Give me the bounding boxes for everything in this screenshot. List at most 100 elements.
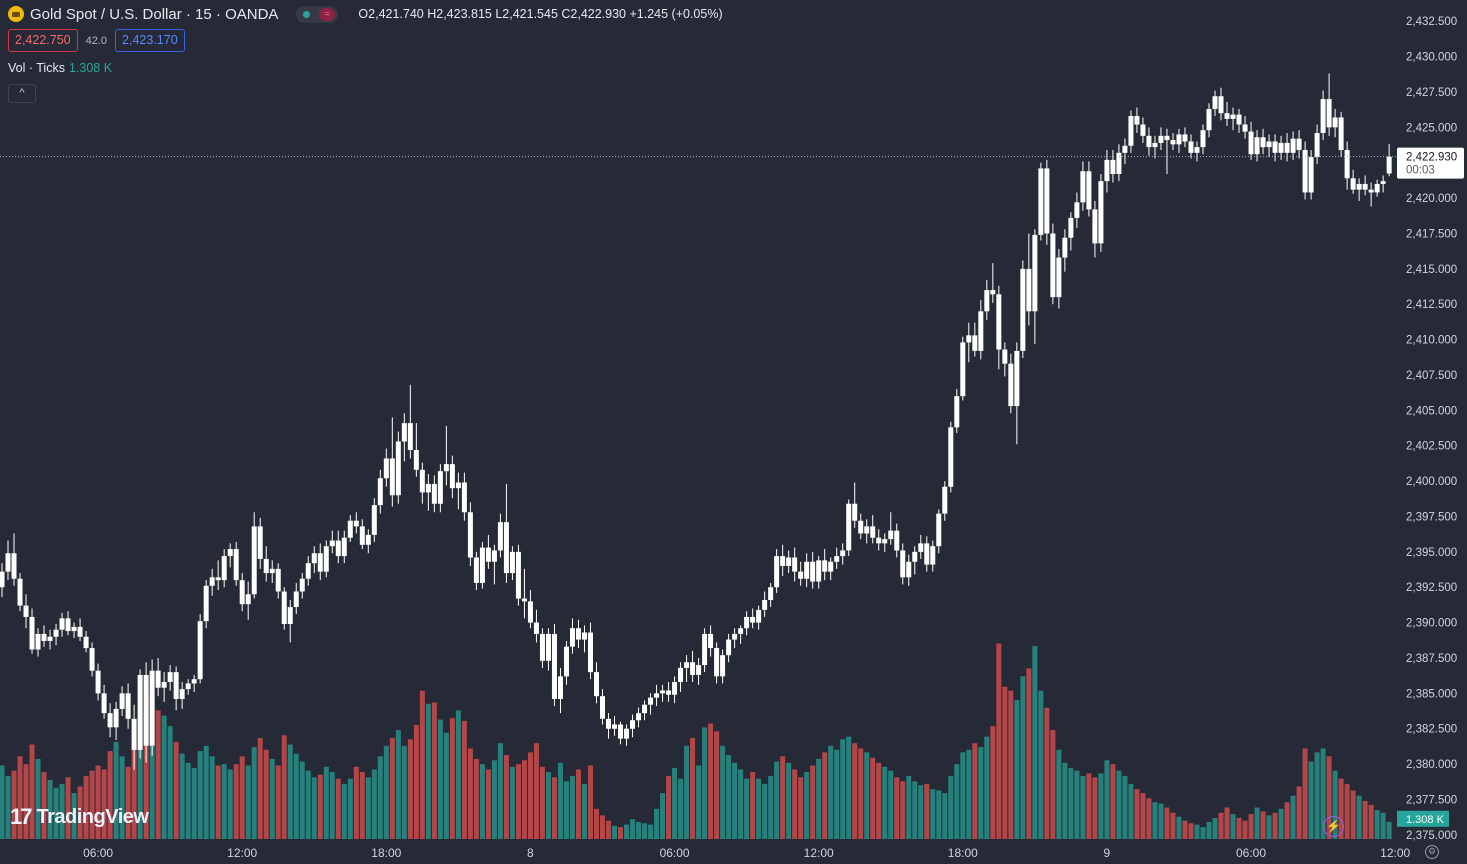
volume-bar [395,730,401,839]
volume-bar [437,719,443,839]
candle-body [822,560,828,572]
time-tick-label: 06:00 [660,846,690,860]
symbol-title[interactable]: Gold Spot / U.S. Dollar · 15 · OANDA [30,5,279,23]
volume-bar [732,762,738,840]
volume-bar [1242,820,1248,840]
candle [984,280,990,320]
volume-bar [762,783,768,840]
candle-body [503,522,509,574]
volume-bar [972,743,978,839]
volume-legend-label: Vol · Ticks [8,61,65,75]
candle [41,625,47,647]
candle [1356,178,1362,201]
volume-bar [1362,800,1368,839]
candle-body [750,616,756,623]
candle-body [557,676,563,700]
volume-bar [35,758,41,839]
volume-bar [323,766,329,839]
candle-body [846,503,852,551]
volume-bar [1146,798,1152,839]
tradingview-logo[interactable]: 17 TradingView [10,805,149,829]
volume-bar [900,781,906,839]
candle-body [816,560,822,582]
volume-bar [1080,776,1086,839]
candle-body [89,648,95,671]
candle-body [660,690,666,694]
volume-bar [563,781,569,839]
volume-bar [539,766,545,839]
candle-body [762,599,768,610]
candle [563,641,569,685]
candle-body [792,557,798,572]
candle-body [173,672,179,700]
sell-button[interactable]: 2,422.750 [8,29,78,52]
candle-body [125,693,131,719]
candle-body [1134,116,1140,125]
candle-body [365,534,371,545]
candle [1134,107,1140,134]
settings-icon[interactable]: ⚙ [1425,845,1439,859]
candle-body [774,556,780,588]
volume-bar [612,825,618,840]
volume-bar [197,751,203,839]
candle-body [882,539,888,544]
volume-bar [497,743,503,839]
candle [167,665,173,691]
price-axis[interactable]: 2,375.000 2,377.500 2,380.000 2,382.500 2,38… [1397,16,1464,842]
candle [1308,149,1314,200]
candle-body [1032,234,1038,312]
bolt-icon[interactable]: ⚡ [1323,816,1344,837]
volume-bar [1068,768,1074,840]
volume-bar [810,765,816,839]
candle-body [726,639,732,656]
candle [515,544,521,606]
volume-bar [455,710,461,840]
volume-bar [600,815,605,840]
candle-body [287,607,293,625]
volume-bar [984,736,990,840]
volume-bar [828,745,834,839]
candle-body [563,646,569,677]
candle-body [936,513,942,547]
volume-bar [750,772,756,839]
volume-bar [1218,812,1224,839]
candle [377,469,383,514]
buy-button[interactable]: 2,423.170 [115,29,185,52]
candle [936,509,942,554]
candle [1386,144,1392,177]
candle-body [1104,159,1110,182]
volume-bar [1182,820,1188,840]
last-price-value: 2,422.930 [1406,152,1457,164]
volume-legend-value: 1.308 K [68,61,113,75]
candle [227,543,233,568]
candle [660,684,666,702]
volume-bar [990,726,996,840]
candle [335,530,341,564]
volume-bar [846,736,852,840]
price-tick-label: 2,385.000 [1406,688,1457,700]
candle-body [852,503,858,521]
candle [1260,128,1266,155]
time-axis[interactable]: 06:00 12:00 18:00 8 06:00 12:00 18:00 9 06:00 12:… [83,846,1410,860]
volume-bar [533,743,539,839]
collapse-legend-button[interactable]: ^ [8,84,36,103]
candle-body [299,578,305,592]
candle-body [185,683,191,690]
candle [59,612,65,637]
volume-bar [1122,776,1128,839]
candle-body [581,632,587,640]
market-status-pill[interactable]: ≈ [296,5,339,23]
volume-bar [834,749,840,839]
candle-body [443,464,449,472]
candle [1218,87,1224,121]
volume-bar [714,731,720,839]
candle-body [1350,178,1356,190]
candle-body [984,290,990,312]
volume-bar [1110,764,1116,839]
candle [912,546,918,575]
volume-legend[interactable]: Vol · Ticks 1.308 K [8,61,112,75]
candle-body [912,551,918,562]
volume-bar [527,752,533,840]
candle [473,551,479,591]
